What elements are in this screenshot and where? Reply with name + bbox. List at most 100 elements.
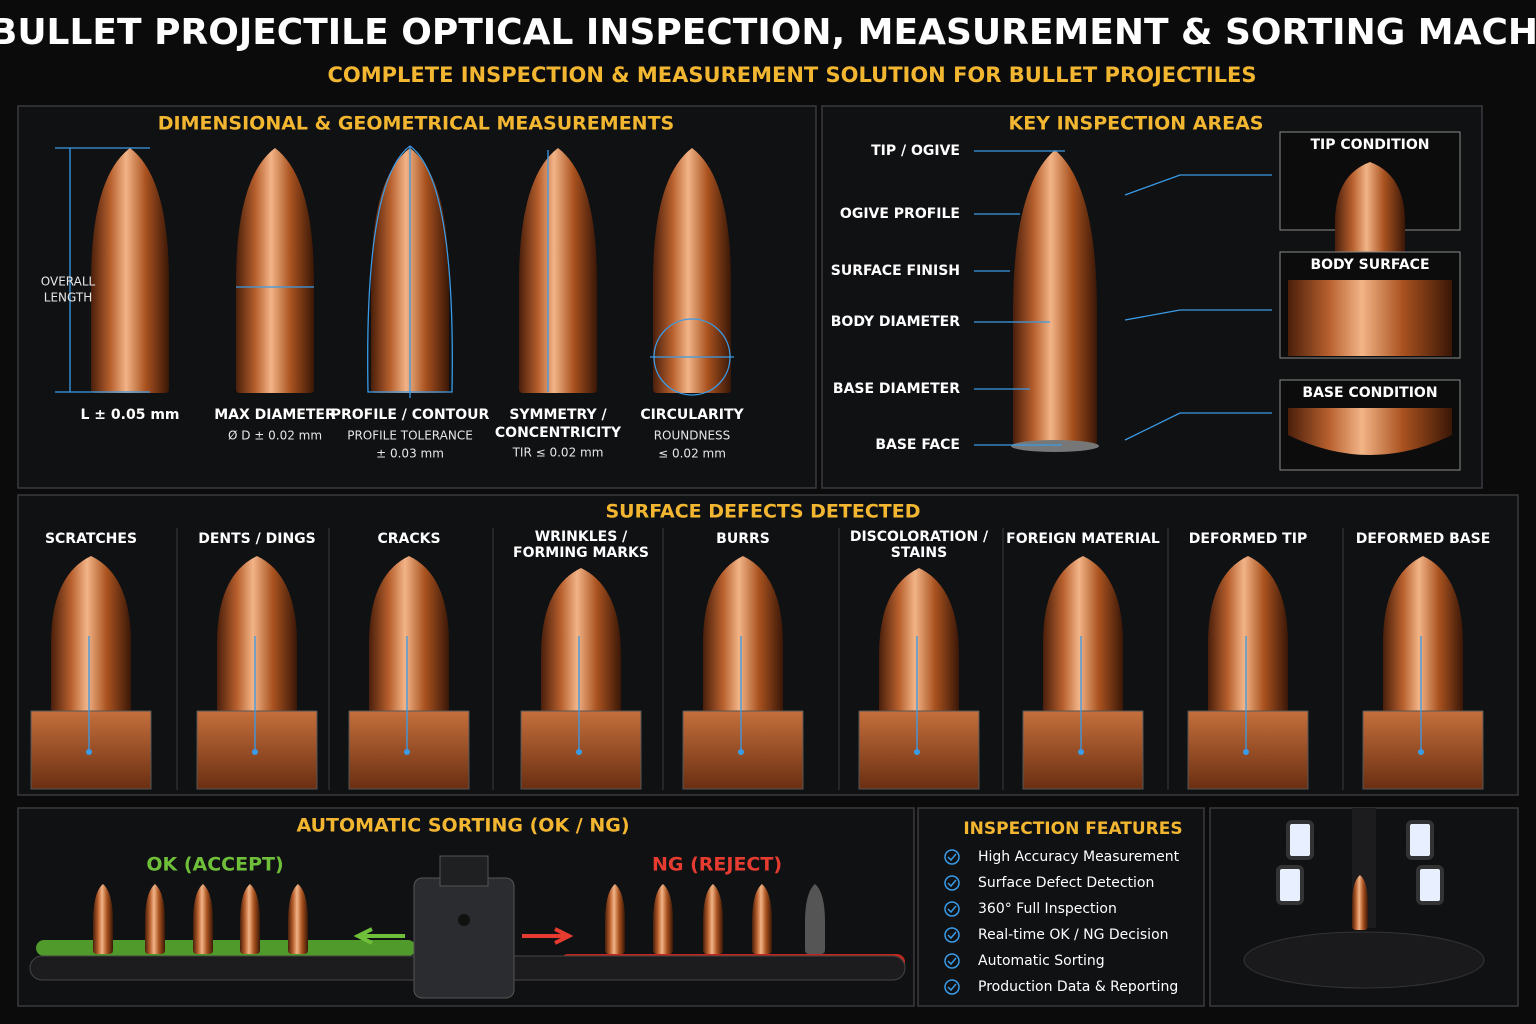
feature: Real-time OK / NG Decision: [978, 927, 1169, 943]
defect-name: FOREIGN MATERIAL: [1006, 531, 1160, 547]
label: LENGTH: [44, 291, 92, 305]
label: CIRCULARITY: [640, 407, 744, 423]
bullet: [193, 884, 213, 954]
bullet: [240, 884, 260, 954]
defect-name: STAINS: [891, 545, 947, 561]
section-title: SURFACE DEFECTS DETECTED: [605, 501, 920, 523]
defect-dot: [1418, 749, 1424, 755]
bullet: [653, 148, 731, 393]
feature: 360° Full Inspection: [978, 901, 1117, 917]
label: ROUNDNESS: [654, 429, 731, 443]
defect-name: DEFORMED TIP: [1189, 531, 1307, 547]
defect-name: DENTS / DINGS: [198, 531, 316, 547]
defect-dot: [86, 749, 92, 755]
inset-image: [1288, 408, 1452, 455]
arrow: [522, 927, 574, 945]
section-title: INSPECTION FEATURES: [963, 819, 1182, 839]
bullet: [879, 568, 959, 728]
label: BODY DIAMETER: [831, 314, 960, 330]
check-icon: [947, 931, 957, 940]
label: CONCENTRICITY: [495, 425, 622, 441]
label: OVERALL: [41, 275, 96, 289]
label: SYMMETRY /: [509, 407, 607, 423]
title: BULLET PROJECTILE OPTICAL INSPECTION, ME…: [0, 12, 1536, 53]
machine: [413, 877, 515, 999]
bullet: [236, 148, 314, 393]
bullet: [1383, 556, 1463, 716]
feature: High Accuracy Measurement: [978, 849, 1180, 865]
check-icon: [944, 849, 960, 865]
subtitle: COMPLETE INSPECTION & MEASUREMENT SOLUTI…: [327, 63, 1256, 87]
defect-name: DISCOLORATION /: [850, 529, 989, 545]
label: SURFACE FINISH: [831, 263, 960, 279]
label: ± 0.03 mm: [376, 447, 444, 461]
bullet: [703, 884, 723, 954]
bullet: [519, 148, 597, 393]
bullet: [805, 884, 825, 954]
defect-name: WRINKLES /: [535, 529, 628, 545]
feature: Production Data & Reporting: [978, 979, 1178, 995]
inset-image: [1288, 280, 1452, 356]
ng-label: NG (REJECT): [652, 854, 782, 876]
light: [1286, 820, 1314, 860]
label: Ø D ± 0.02 mm: [228, 429, 322, 443]
panel: [917, 807, 1205, 1007]
machine: [458, 914, 470, 926]
defect-name: CRACKS: [377, 531, 440, 547]
section-title: DIMENSIONAL & GEOMETRICAL MEASUREMENTS: [158, 113, 674, 135]
bullet: [91, 148, 169, 393]
defect-name: SCRATCHES: [45, 531, 137, 547]
bullet: [1043, 556, 1123, 716]
defect-dot: [914, 749, 920, 755]
check-icon: [947, 983, 957, 992]
stage: [1243, 931, 1485, 989]
label: PROFILE / CONTOUR: [331, 407, 490, 423]
machine: [439, 855, 489, 887]
arrow: [353, 927, 405, 945]
base: [1011, 440, 1099, 452]
bullet: [369, 556, 449, 716]
defect-dot: [576, 749, 582, 755]
bullet: [93, 884, 113, 954]
bullet: [1208, 556, 1288, 716]
bullet: [217, 556, 297, 716]
bullet: [605, 884, 625, 954]
bullet: [541, 568, 621, 728]
label: ≤ 0.02 mm: [658, 447, 726, 461]
inset-title: BODY SURFACE: [1310, 257, 1429, 273]
label: TIP / OGIVE: [871, 143, 960, 159]
section-title: AUTOMATIC SORTING (OK / NG): [296, 815, 629, 837]
leader-line: [1124, 174, 1272, 196]
label: BASE DIAMETER: [833, 381, 960, 397]
label: L ± 0.05 mm: [81, 407, 180, 423]
bullet: [752, 884, 772, 954]
bullet: [653, 884, 673, 954]
defect-dot: [404, 749, 410, 755]
check-icon: [944, 953, 960, 969]
bullet: [51, 556, 131, 716]
ok-label: OK (ACCEPT): [146, 854, 283, 876]
check-icon: [947, 853, 957, 862]
defect-name: BURRS: [716, 531, 770, 547]
check-icon: [944, 979, 960, 995]
label: PROFILE TOLERANCE: [347, 429, 473, 443]
feature: Automatic Sorting: [978, 953, 1105, 969]
bullet: [1352, 875, 1368, 930]
bullet: [145, 884, 165, 954]
section-title: KEY INSPECTION AREAS: [1009, 113, 1264, 135]
label: TIR ≤ 0.02 mm: [512, 446, 604, 460]
label: MAX DIAMETER: [214, 407, 336, 423]
defect-name: FORMING MARKS: [513, 545, 649, 561]
check-icon: [944, 901, 960, 917]
light: [1276, 865, 1304, 905]
feature: Surface Defect Detection: [978, 875, 1154, 891]
conveyor: [36, 940, 416, 956]
defect-name: DEFORMED BASE: [1356, 531, 1491, 547]
inset-title: TIP CONDITION: [1311, 137, 1430, 153]
bullet: [1013, 150, 1097, 445]
defect-dot: [738, 749, 744, 755]
label: BASE FACE: [875, 437, 960, 453]
light: [1406, 820, 1434, 860]
defect-dot: [252, 749, 258, 755]
